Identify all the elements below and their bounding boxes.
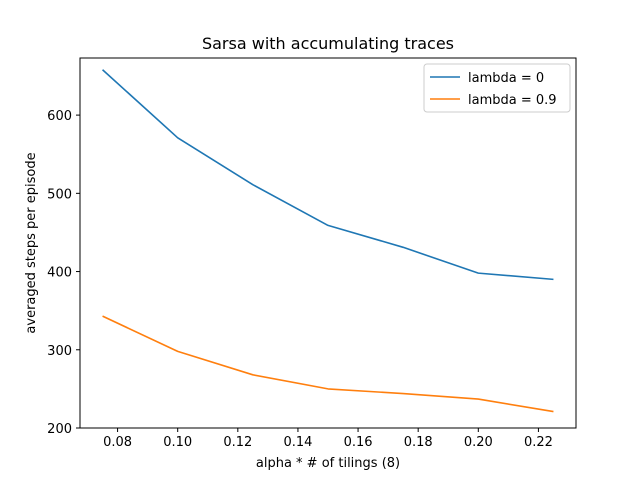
y-axis-label: averaged steps per episode xyxy=(24,152,39,333)
x-tick-label: 0.18 xyxy=(404,435,433,450)
y-tick-label: 500 xyxy=(47,187,72,202)
x-tick-label: 0.16 xyxy=(344,435,373,450)
y-tick-label: 600 xyxy=(47,109,72,124)
plot-area: 0.08 0.10 0.12 0.14 0.16 0.18 0.20 0.22 200 300 4… xyxy=(47,57,577,450)
y-tick-label: 400 xyxy=(47,266,72,281)
x-tick-label: 0.22 xyxy=(524,435,553,450)
legend-box xyxy=(423,63,571,113)
legend: lambda = 0 lambda = 0.9 xyxy=(423,63,571,113)
axes-border xyxy=(79,57,577,429)
plot-frame xyxy=(80,58,576,428)
x-tick-label: 0.08 xyxy=(103,435,132,450)
x-axis-label: alpha * # of tilings (8) xyxy=(256,456,400,471)
chart-title: Sarsa with accumulating traces xyxy=(202,34,454,53)
series-lines xyxy=(102,69,554,413)
x-tick-label: 0.20 xyxy=(464,435,493,450)
x-tick-label: 0.14 xyxy=(283,435,312,450)
x-tick-label: 0.12 xyxy=(223,435,252,450)
y-axis: 200 300 400 500 600 xyxy=(47,109,80,437)
y-tick-label: 200 xyxy=(47,422,72,437)
x-axis: 0.08 0.10 0.12 0.14 0.16 0.18 0.20 0.22 xyxy=(103,428,553,450)
series-line xyxy=(102,315,554,413)
legend-label: lambda = 0.9 xyxy=(468,93,557,108)
x-tick-label: 0.10 xyxy=(163,435,192,450)
series-line xyxy=(102,69,554,281)
y-tick-label: 300 xyxy=(47,344,72,359)
legend-label: lambda = 0 xyxy=(468,71,544,86)
